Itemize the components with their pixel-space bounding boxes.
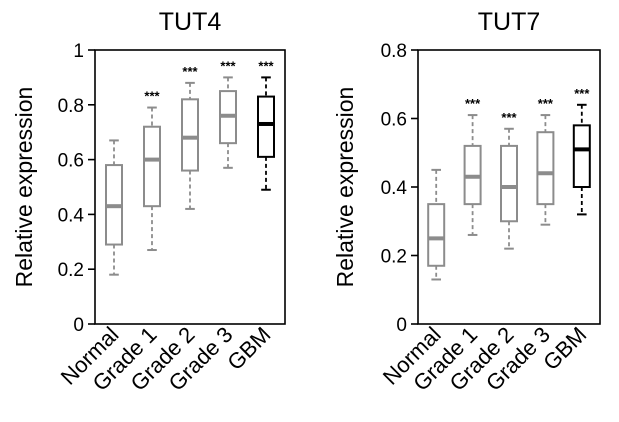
y-tick-label: 0 — [396, 315, 407, 336]
box-grade-1: *** — [143, 89, 161, 252]
y-tick-label: 0.2 — [58, 260, 84, 281]
y-tick-label: 0.4 — [381, 178, 408, 199]
iqr-box — [500, 144, 518, 223]
x-tick-label: GBM — [222, 322, 275, 375]
box-grade-2: *** — [500, 110, 518, 250]
y-tick-label: 0.6 — [58, 151, 84, 172]
iqr-box — [536, 131, 555, 206]
plot-frame — [94, 49, 286, 325]
box-normal — [427, 168, 446, 281]
box-grade-1: *** — [463, 96, 482, 236]
y-axis-label: Relative expression — [332, 87, 358, 288]
significance-label: *** — [465, 96, 481, 111]
iqr-box — [572, 124, 591, 188]
significance-label: *** — [574, 86, 590, 101]
significance-label: *** — [501, 110, 517, 125]
iqr-box — [181, 98, 199, 172]
significance-label: *** — [258, 58, 274, 73]
y-tick-label: 0.4 — [58, 205, 85, 226]
box-gbm: *** — [572, 86, 591, 216]
box-normal — [105, 139, 123, 276]
y-tick-label: 0 — [73, 315, 84, 336]
significance-label: *** — [538, 96, 554, 111]
box-gbm: *** — [257, 58, 275, 191]
box-grade-3: *** — [536, 96, 555, 226]
y-tick-label: 0.2 — [381, 247, 407, 268]
iqr-box — [427, 203, 446, 267]
y-tick-label: 0.6 — [381, 110, 407, 131]
y-tick-label: 0.8 — [381, 41, 407, 62]
box-grade-2: *** — [181, 64, 199, 210]
significance-label: *** — [182, 64, 198, 79]
y-tick-label: 0.8 — [58, 96, 84, 117]
x-tick-label: GBM — [538, 322, 591, 375]
box-grade-3: *** — [219, 58, 237, 169]
significance-label: *** — [220, 58, 236, 73]
y-axis-label: Relative expression — [11, 87, 37, 288]
chart-title: TUT4 — [159, 8, 222, 36]
significance-label: *** — [144, 89, 160, 104]
y-tick-label: 1 — [73, 41, 84, 62]
iqr-box — [257, 95, 275, 158]
chart-title: TUT7 — [478, 8, 541, 36]
iqr-box — [143, 125, 161, 208]
